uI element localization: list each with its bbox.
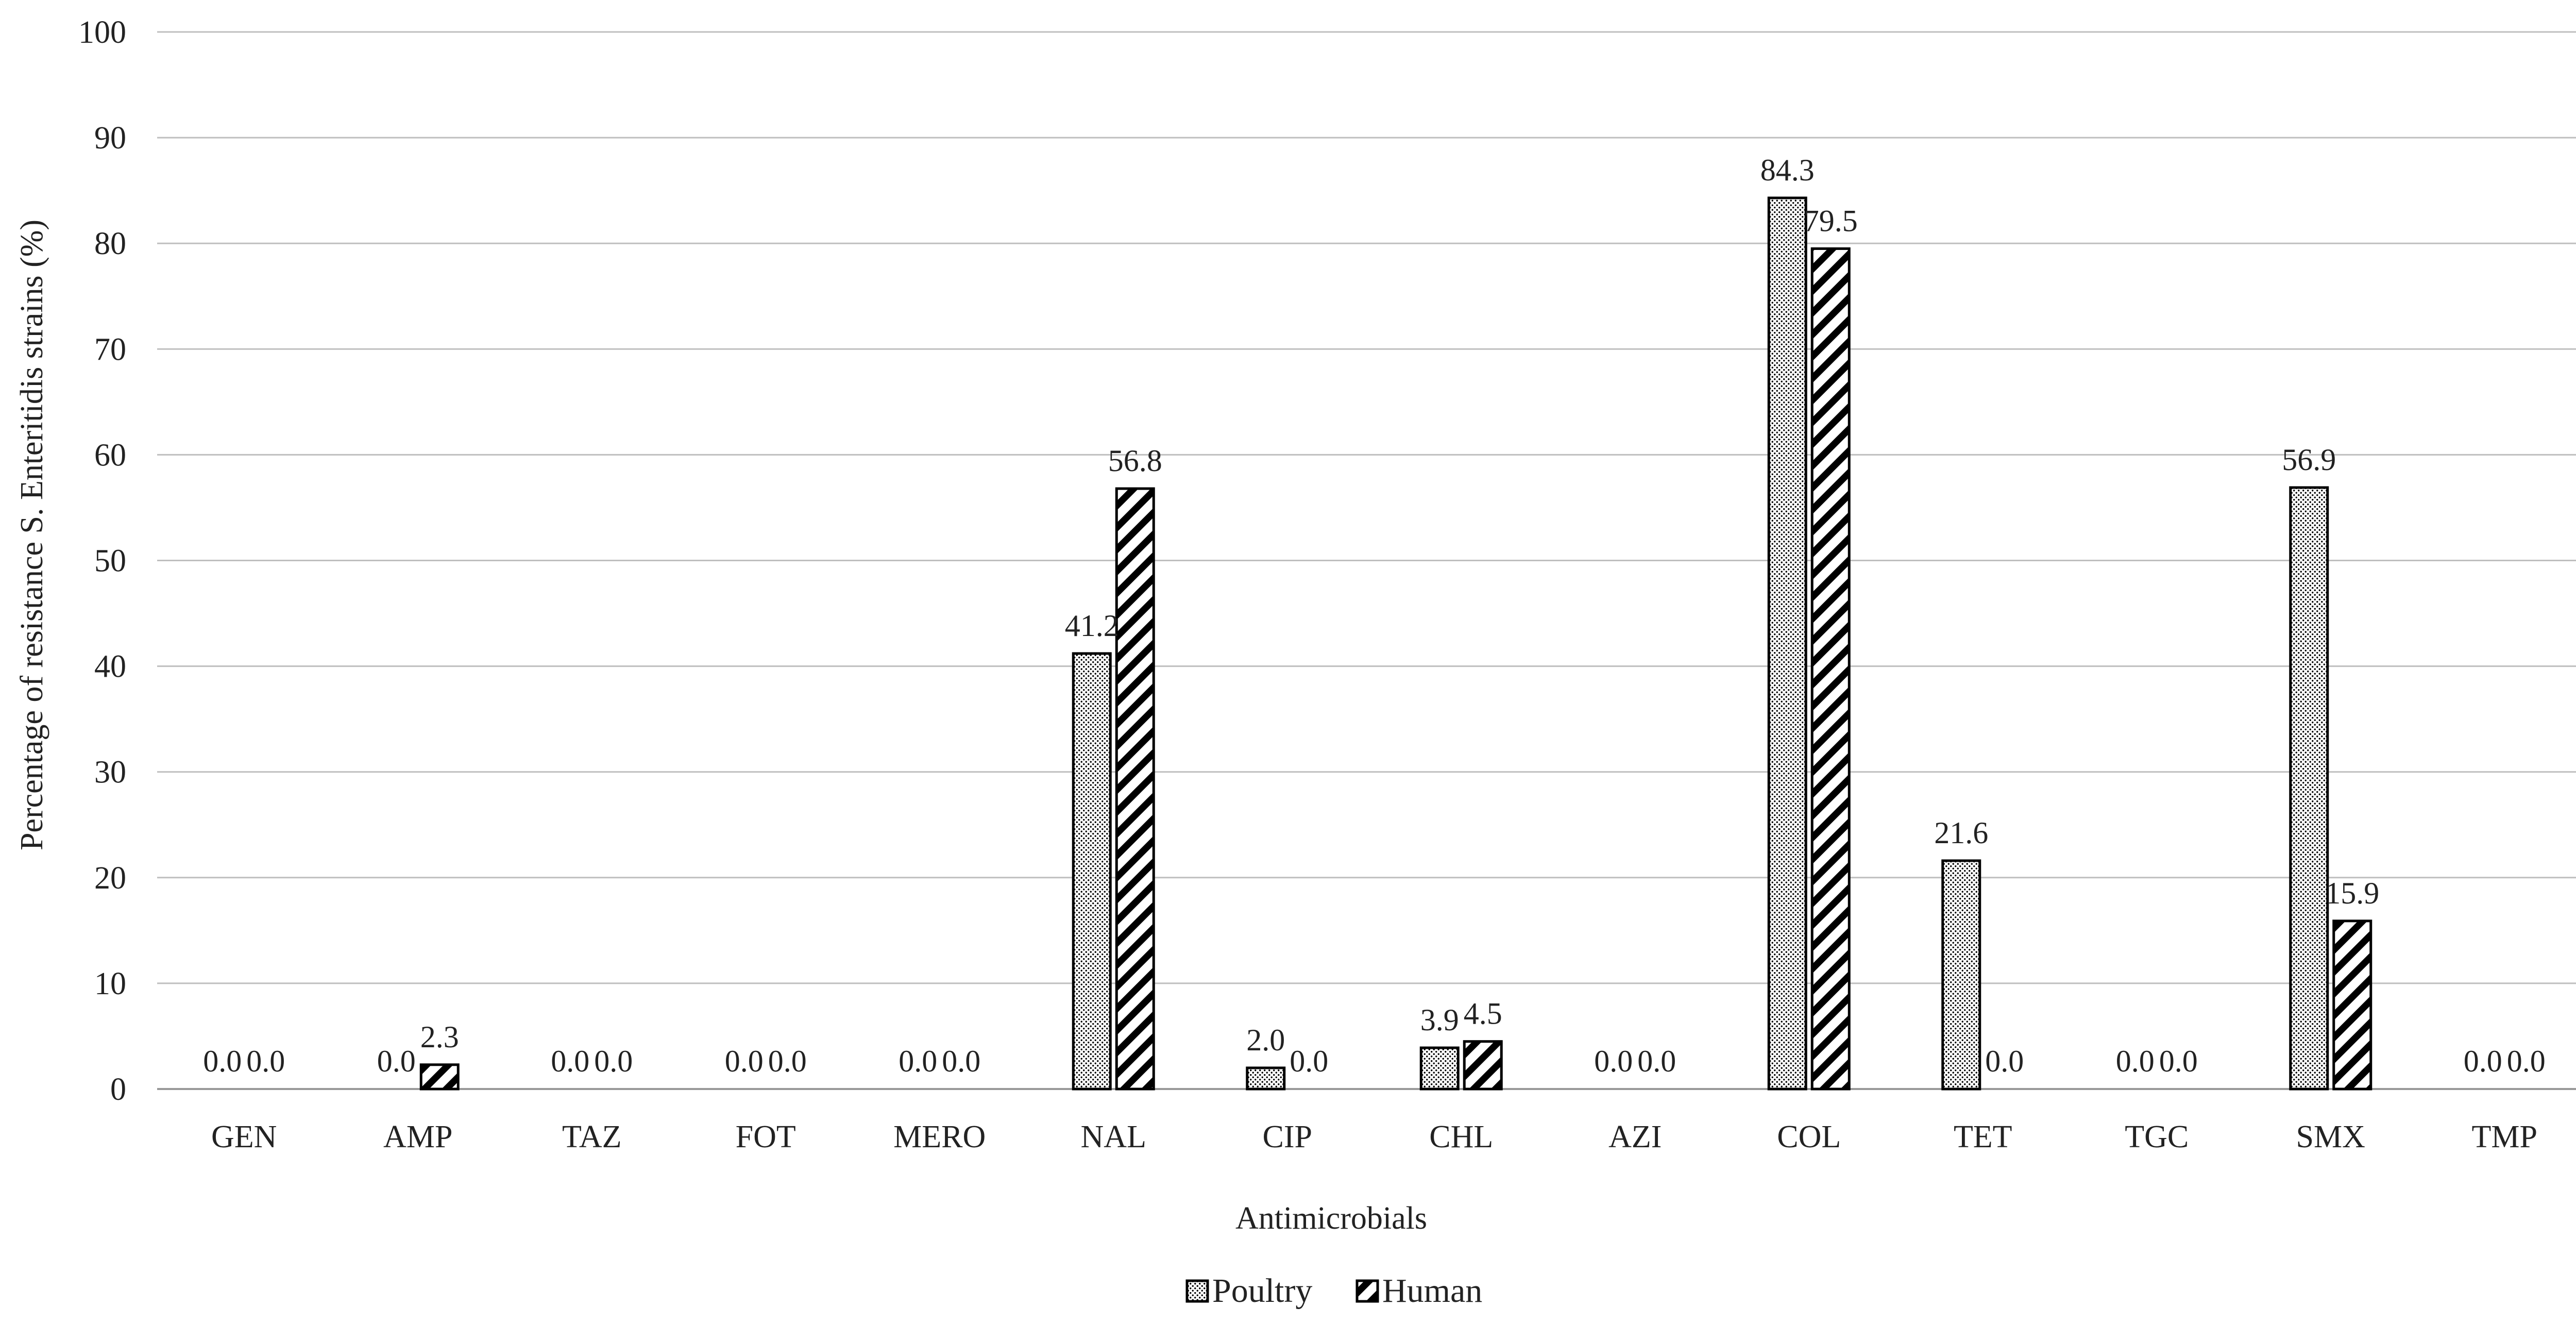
x-tick-label-mero: MERO: [893, 1119, 986, 1154]
x-axis-title: Antimicrobials: [1235, 1201, 1427, 1236]
data-label-poultry-amp: 0.0: [377, 1044, 416, 1078]
x-axis-categories: GEN AMP TAZ FOT MERO NAL CIP CHL AZI COL TET TGC SMX…: [211, 1119, 2537, 1154]
gridlines: [157, 31, 2576, 1090]
y-tick-label-40: 40: [94, 649, 126, 684]
y-tick-label-90: 90: [94, 121, 126, 156]
x-tick-label-tet: TET: [1954, 1119, 2012, 1154]
data-label-poultry-nal: 41.2: [1065, 609, 1119, 643]
data-label-poultry-taz: 0.0: [551, 1044, 589, 1078]
data-label-poultry-fot: 0.0: [725, 1044, 764, 1078]
data-label-human-amp: 2.3: [420, 1020, 459, 1054]
x-tick-label-tmp: TMP: [2472, 1119, 2537, 1154]
data-label-human-smx: 15.9: [2325, 876, 2379, 910]
data-label-poultry-col: 84.3: [1760, 153, 1815, 187]
x-tick-label-cip: CIP: [1263, 1119, 1312, 1154]
data-label-poultry-tet: 21.6: [1934, 816, 1988, 850]
data-label-poultry-tmp: 0.0: [2464, 1044, 2502, 1078]
data-label-human-azi: 0.0: [1637, 1044, 1676, 1078]
data-label-human-tet: 0.0: [1985, 1044, 2024, 1078]
y-axis-title: Percentage of resistance S. Enteritidis …: [14, 220, 49, 850]
legend-item-human: Human: [1355, 1272, 1482, 1310]
data-label-poultry-chl: 3.9: [1420, 1003, 1459, 1037]
x-tick-label-azi: AZI: [1608, 1119, 1662, 1154]
data-label-human-fot: 0.0: [768, 1044, 807, 1078]
bar-human-chl: [1463, 1040, 1503, 1091]
data-label-human-gen: 0.0: [246, 1044, 285, 1078]
bar-poultry-tet: [1941, 859, 1981, 1091]
x-tick-label-chl: CHL: [1429, 1119, 1493, 1154]
x-tick-label-smx: SMX: [2296, 1119, 2365, 1154]
legend-label-human: Human: [1382, 1272, 1482, 1310]
y-tick-label-0: 0: [110, 1072, 126, 1107]
data-labels: 0.0 0.0 0.02.30.0 0.0 0.0 0.0 0.0 0.041.256.82.…: [203, 153, 2546, 1078]
bars: [419, 196, 2372, 1091]
bar-poultry-chl: [1419, 1046, 1460, 1091]
y-tick-label-30: 30: [94, 755, 126, 790]
y-tick-label-50: 50: [94, 544, 126, 579]
data-label-poultry-tgc: 0.0: [2116, 1044, 2155, 1078]
y-tick-label-70: 70: [94, 332, 126, 367]
x-tick-label-col: COL: [1777, 1119, 1841, 1154]
bar-human-nal: [1115, 487, 1155, 1091]
data-label-human-chl: 4.5: [1464, 997, 1502, 1031]
data-label-human-tmp: 0.0: [2507, 1044, 2546, 1078]
data-label-human-tgc: 0.0: [2159, 1044, 2198, 1078]
legend: Poultry Human: [1185, 1272, 1482, 1310]
y-tick-label-20: 20: [94, 861, 126, 896]
x-tick-label-tgc: TGC: [2125, 1119, 2189, 1154]
bar-human-col: [1810, 247, 1851, 1091]
x-tick-label-nal: NAL: [1081, 1119, 1146, 1154]
y-tick-label-60: 60: [94, 438, 126, 473]
data-label-poultry-cip: 2.0: [1246, 1023, 1285, 1057]
data-label-poultry-azi: 0.0: [1594, 1044, 1633, 1078]
y-tick-label-10: 10: [94, 966, 126, 1001]
data-label-human-taz: 0.0: [594, 1044, 633, 1078]
x-tick-label-taz: TAZ: [562, 1119, 622, 1154]
data-label-poultry-smx: 56.9: [2282, 443, 2336, 477]
data-label-human-nal: 56.8: [1108, 444, 1162, 478]
x-tick-label-fot: FOT: [736, 1119, 796, 1154]
bar-human-smx: [2332, 919, 2372, 1091]
data-label-human-col: 79.5: [1804, 204, 1858, 238]
bar-poultry-cip: [1246, 1066, 1286, 1091]
x-tick-label-amp: AMP: [383, 1119, 452, 1154]
y-tick-label-80: 80: [94, 226, 126, 261]
legend-label-poultry: Poultry: [1212, 1272, 1312, 1310]
legend-swatch-human: [1355, 1279, 1379, 1303]
legend-item-poultry: Poultry: [1185, 1272, 1312, 1310]
bar-poultry-nal: [1072, 652, 1112, 1091]
data-label-poultry-gen: 0.0: [203, 1044, 242, 1078]
y-axis-ticks: 0 10 20 30 40 50 60 70 80 90 100: [78, 15, 126, 1107]
bar-human-amp: [419, 1063, 460, 1091]
y-tick-label-100: 100: [78, 15, 126, 50]
x-tick-label-gen: GEN: [211, 1119, 277, 1154]
data-label-poultry-mero: 0.0: [899, 1044, 937, 1078]
data-label-human-cip: 0.0: [1290, 1044, 1328, 1078]
bar-poultry-col: [1767, 196, 1807, 1091]
bar-poultry-smx: [2289, 486, 2329, 1091]
data-label-human-mero: 0.0: [942, 1044, 980, 1078]
legend-swatch-poultry: [1185, 1279, 1209, 1303]
